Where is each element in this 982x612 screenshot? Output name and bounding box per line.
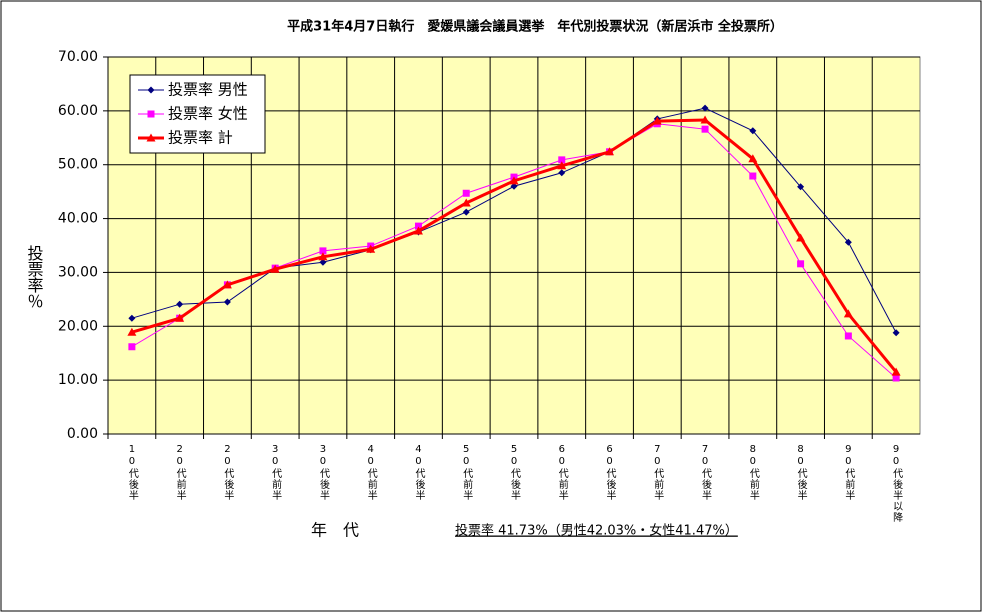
marker — [701, 125, 709, 133]
marker — [318, 252, 328, 261]
marker — [843, 309, 853, 318]
marker — [558, 169, 566, 177]
marker — [147, 86, 155, 94]
x-axis-label: 年 代 — [311, 521, 359, 540]
marker — [701, 104, 709, 112]
y-tick-label: 20.00 — [58, 318, 98, 334]
x-tick-label: 90代後半以降 — [891, 444, 903, 523]
marker — [366, 244, 376, 253]
marker — [844, 238, 852, 246]
x-tick-label: 40代後半 — [413, 444, 425, 501]
annotation: 投票率 41.73%（男性42.03%・女性41.47%） — [455, 523, 738, 539]
marker — [891, 367, 901, 376]
legend-label: 投票率 計 — [168, 129, 233, 147]
marker — [749, 127, 757, 135]
marker — [127, 327, 137, 336]
x-tick-label: 20代前半 — [174, 444, 186, 501]
marker — [510, 182, 518, 190]
marker — [509, 176, 519, 185]
marker — [796, 233, 806, 242]
marker — [147, 110, 155, 118]
marker — [844, 332, 852, 340]
x-tick-label: 80代前半 — [747, 444, 759, 501]
marker — [270, 264, 280, 273]
x-tick-label: 80代後半 — [795, 444, 807, 501]
x-tick-label: 10代後半 — [126, 444, 138, 501]
legend-label: 投票率 男性 — [168, 81, 248, 99]
marker — [892, 374, 900, 382]
x-tick-label: 30代前半 — [270, 444, 282, 501]
y-tick-label: 30.00 — [58, 264, 98, 280]
marker — [558, 156, 566, 164]
marker — [461, 198, 471, 207]
x-tick-label: 70代前半 — [652, 444, 664, 501]
y-tick-label: 0.00 — [67, 426, 98, 442]
x-tick-label: 50代前半 — [461, 444, 473, 501]
x-tick-label: 20代後半 — [222, 444, 234, 501]
marker — [176, 300, 184, 308]
chart-title: 平成31年4月7日執行 愛媛県議会議員選挙 年代別投票状況（新居浜市 全投票所） — [287, 19, 783, 35]
marker — [700, 115, 710, 124]
marker — [414, 222, 422, 230]
marker — [128, 343, 136, 351]
x-tick-label: 90代前半 — [843, 444, 855, 501]
marker — [413, 226, 423, 235]
marker — [748, 154, 758, 163]
marker — [462, 208, 470, 216]
y-tick-label: 60.00 — [58, 103, 98, 119]
x-tick-label: 50代後半 — [509, 444, 521, 501]
legend-label: 投票率 女性 — [168, 105, 248, 123]
marker — [462, 189, 470, 197]
marker — [652, 116, 662, 125]
x-tick-label: 60代前半 — [556, 444, 568, 501]
marker — [146, 133, 156, 142]
y-tick-label: 50.00 — [58, 157, 98, 173]
marker — [797, 260, 805, 268]
y-axis-label: 投票率％ — [25, 245, 44, 309]
x-tick-label: 40代前半 — [365, 444, 377, 501]
marker — [319, 247, 327, 255]
marker — [175, 313, 185, 322]
marker — [319, 258, 327, 266]
marker — [128, 314, 136, 322]
marker — [797, 183, 805, 191]
y-tick-label: 10.00 — [58, 372, 98, 388]
y-tick-label: 70.00 — [58, 49, 98, 65]
x-tick-label: 70代後半 — [700, 444, 712, 501]
y-tick-label: 40.00 — [58, 211, 98, 227]
marker — [222, 280, 232, 289]
marker — [223, 298, 231, 306]
marker — [892, 329, 900, 337]
marker — [605, 147, 615, 156]
x-tick-label: 30代後半 — [317, 444, 329, 501]
x-tick-label: 60代後半 — [604, 444, 616, 501]
marker — [749, 172, 757, 180]
marker — [557, 161, 567, 170]
